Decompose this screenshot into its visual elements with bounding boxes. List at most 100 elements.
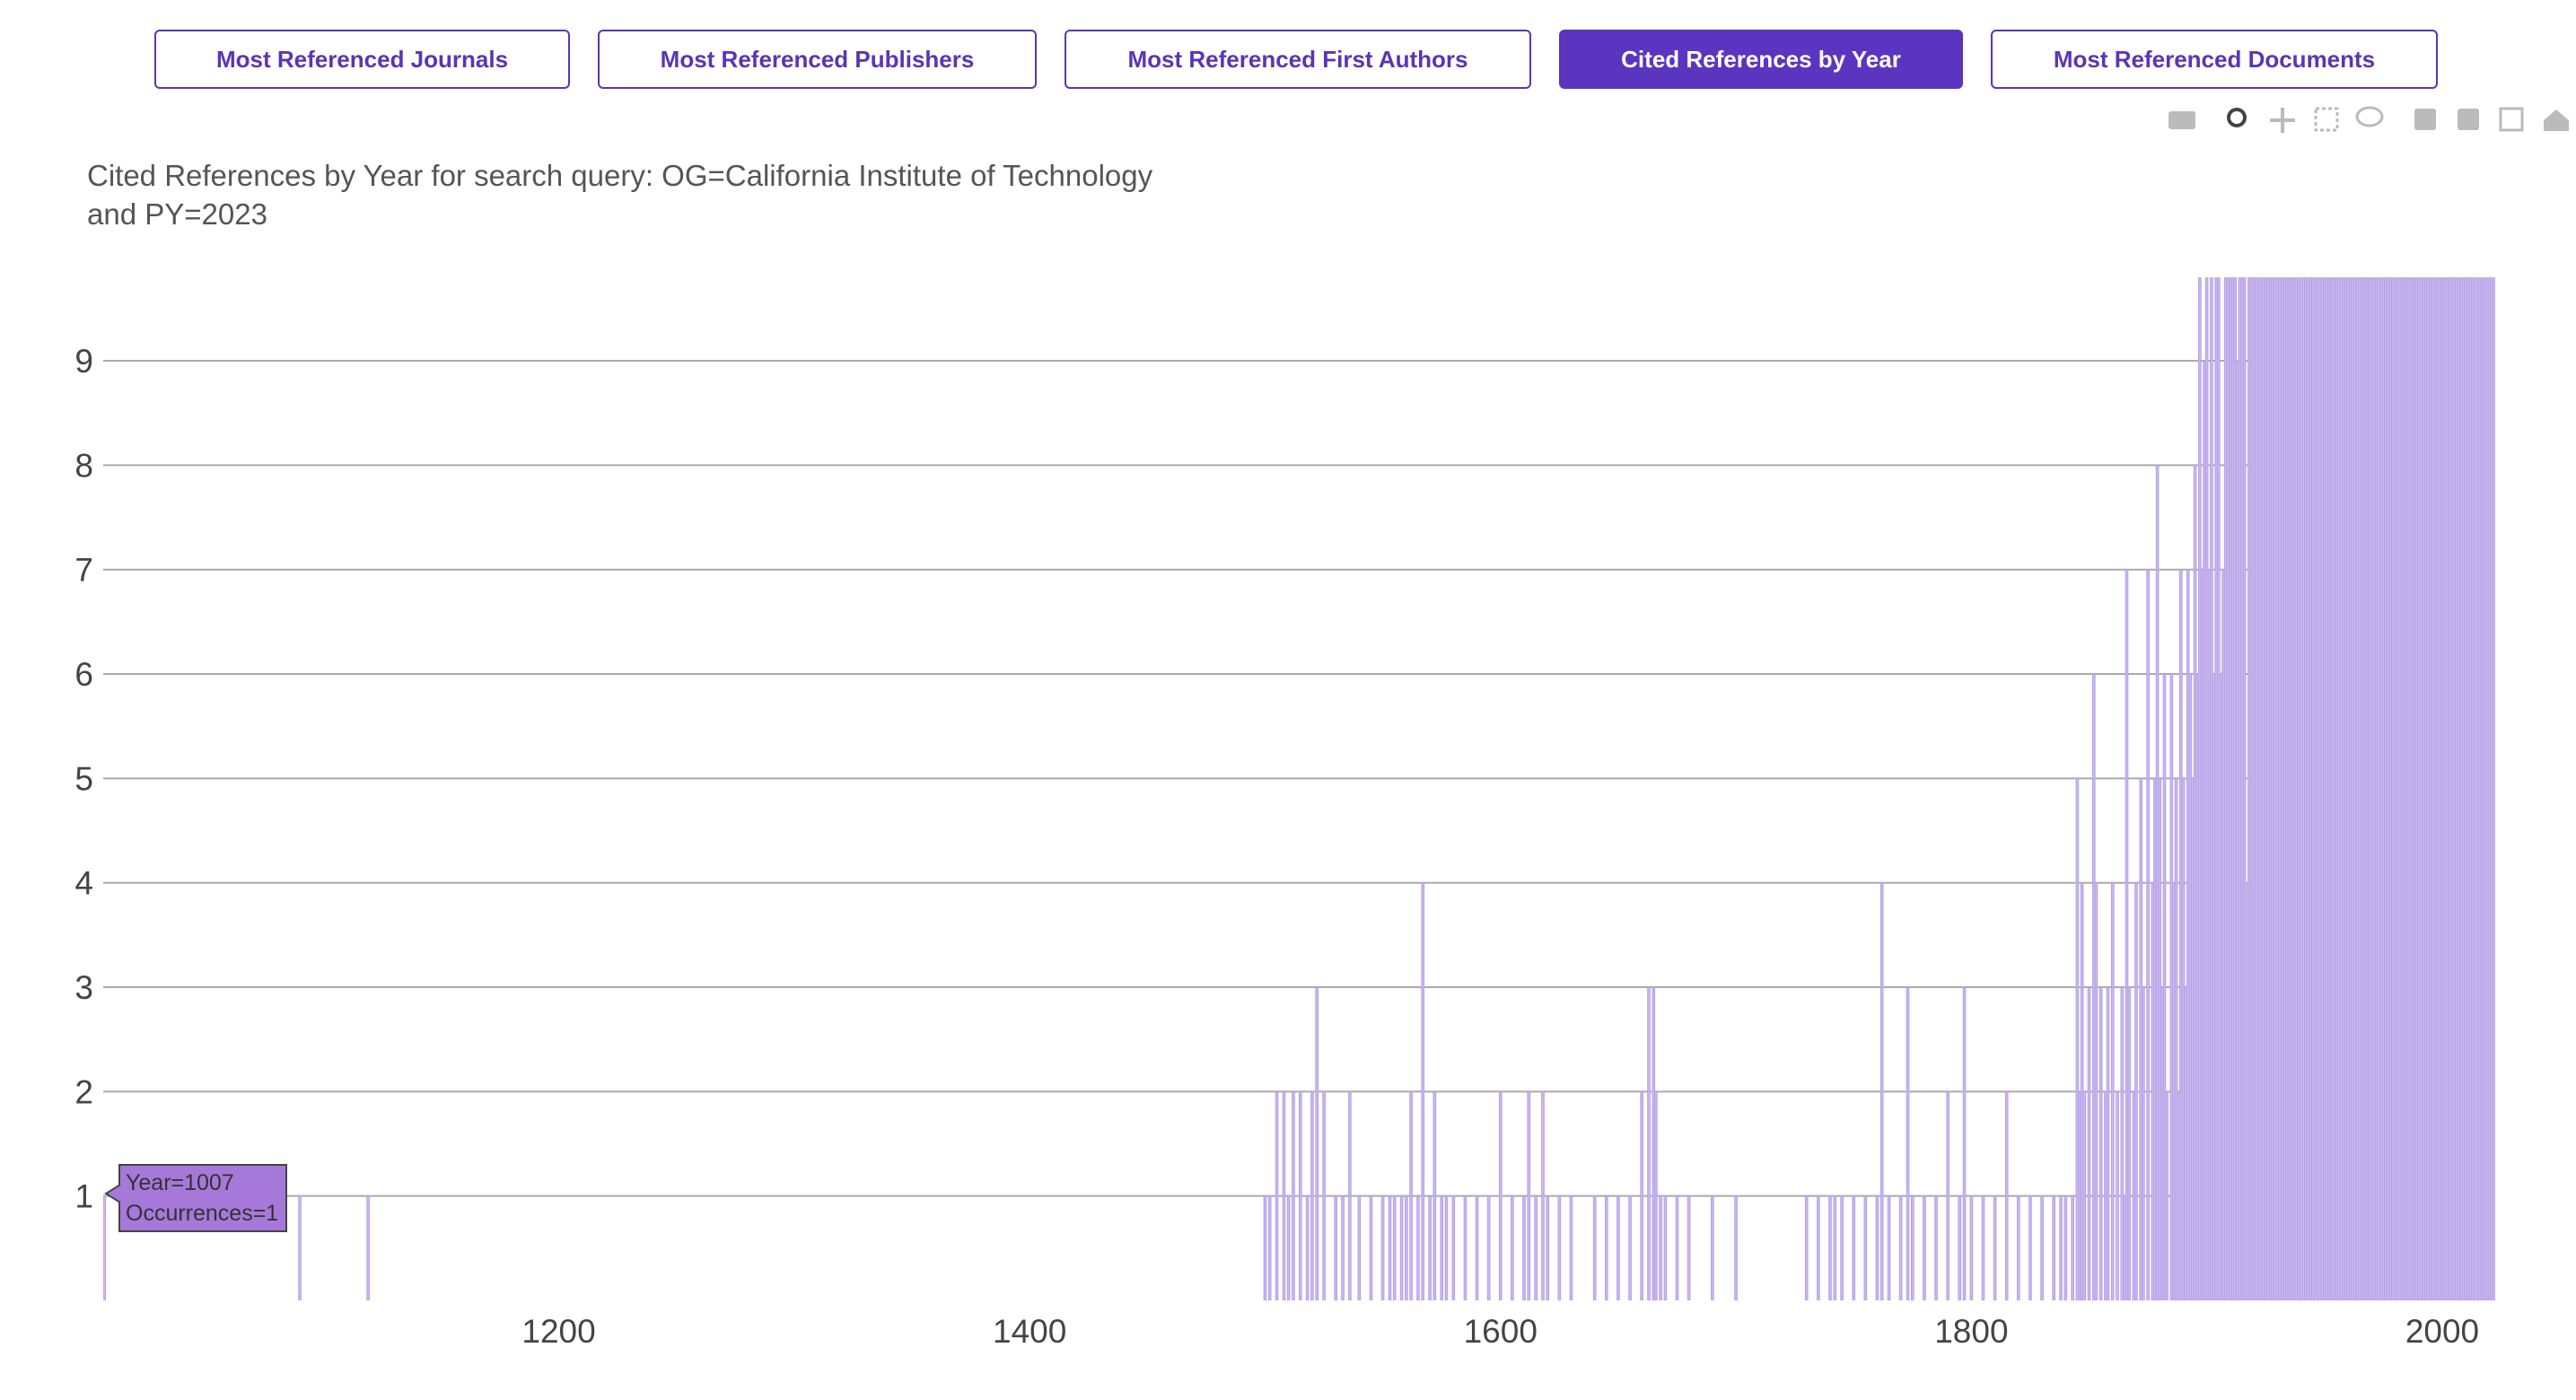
bar: [2414, 277, 2418, 1300]
bar: [2290, 277, 2293, 1300]
tab-button[interactable]: Most Referenced Publishers: [598, 30, 1037, 89]
hover-line: Occurrences=1: [126, 1201, 279, 1226]
bar: [1675, 1195, 1679, 1300]
bar: [2264, 277, 2268, 1300]
bar: [1569, 1195, 1573, 1300]
bar: [1654, 1090, 1658, 1300]
bar: [1428, 1195, 1432, 1300]
bar: [2240, 277, 2244, 1300]
zoom-icon[interactable]: [2227, 108, 2247, 127]
bar: [2438, 277, 2442, 1300]
bar: [2216, 277, 2221, 1300]
bar: [2266, 277, 2270, 1300]
bar: [2120, 986, 2125, 1300]
bar: [2098, 986, 2103, 1300]
bar: [2422, 277, 2425, 1300]
bar: [1833, 1195, 1837, 1300]
bar: [2485, 277, 2489, 1300]
bar: [1475, 1195, 1479, 1300]
bar: [2431, 277, 2435, 1300]
y-tick-label: 9: [74, 343, 93, 380]
bar: [2275, 277, 2280, 1300]
bar: [1734, 1195, 1738, 1300]
bar: [2299, 277, 2303, 1300]
bar: [1546, 1195, 1550, 1300]
bar: [1299, 1090, 1302, 1300]
tab-button[interactable]: Most Referenced First Authors: [1065, 30, 1531, 89]
reset-icon[interactable]: [2544, 109, 2569, 131]
tab-button[interactable]: Cited References by Year: [1559, 30, 1963, 89]
bar: [2379, 277, 2383, 1300]
bar: [1958, 1195, 1962, 1300]
bar: [2110, 882, 2115, 1300]
bar: [103, 1195, 107, 1300]
bar: [1380, 1195, 1385, 1300]
bar: [2448, 277, 2451, 1300]
bar: [2336, 277, 2341, 1300]
bar: [2393, 277, 2397, 1300]
x-tick-label: 1200: [521, 1313, 595, 1350]
bar: [2320, 277, 2325, 1300]
zoom-in-icon[interactable]: [2414, 109, 2436, 130]
tab-button[interactable]: Most Referenced Documents: [1991, 30, 2438, 89]
bar: [1906, 986, 1910, 1300]
bar: [2174, 777, 2178, 1300]
chart-title: Cited References by Year for search quer…: [87, 159, 1153, 231]
lasso-icon[interactable]: [2355, 106, 2384, 127]
bar: [2210, 277, 2213, 1300]
bar: [2316, 277, 2319, 1300]
bar: [2397, 277, 2402, 1300]
bar: [2273, 277, 2277, 1300]
bar: [366, 1195, 370, 1300]
bar: [2059, 1195, 2063, 1300]
bar: [2423, 277, 2428, 1300]
bar: [2372, 277, 2376, 1300]
bar: [1341, 1195, 1345, 1300]
bar: [2492, 277, 2495, 1300]
bar: [2291, 277, 2296, 1300]
bar: [1315, 986, 1319, 1300]
bar: [2487, 277, 2492, 1300]
bar: [1534, 1195, 1538, 1300]
bar: [2365, 277, 2369, 1300]
bar: [2478, 277, 2482, 1300]
bar: [1399, 1195, 1404, 1300]
bar: [1444, 1195, 1449, 1300]
tab-button[interactable]: Most Referenced Journals: [154, 30, 570, 89]
zoom-out-icon[interactable]: [2458, 109, 2479, 130]
bar: [2335, 277, 2338, 1300]
bar: [2475, 277, 2480, 1300]
bar: [1840, 1195, 1844, 1300]
bar: [2313, 277, 2318, 1300]
bar: [2287, 277, 2291, 1300]
bar: [2125, 569, 2129, 1300]
bar: [298, 1195, 302, 1300]
bar: [2278, 277, 2282, 1300]
bar: [2238, 277, 2242, 1300]
hover-label: Year=1007 Occurrences=1: [118, 1164, 287, 1232]
bar: [2017, 1195, 2020, 1300]
y-tick-label: 7: [74, 552, 93, 589]
bar: [1852, 1195, 1856, 1300]
y-tick-label: 1: [74, 1178, 93, 1215]
bar: [2259, 277, 2263, 1300]
bar: [2146, 569, 2150, 1300]
bar: [2483, 277, 2487, 1300]
bar: [2075, 777, 2080, 1300]
bar: [1663, 1195, 1668, 1300]
bar: [2294, 277, 2299, 1300]
bar: [2242, 277, 2247, 1300]
camera-icon[interactable]: [2169, 111, 2195, 129]
select-icon[interactable]: [2314, 107, 2339, 132]
bar: [1334, 1195, 1337, 1300]
bar: [2082, 1090, 2087, 1300]
y-tick-label: 8: [74, 447, 93, 484]
autoscale-icon[interactable]: [2499, 107, 2524, 132]
bar: [2116, 1090, 2119, 1300]
bar: [2052, 1195, 2055, 1300]
pan-icon[interactable]: [2270, 108, 2295, 133]
bar: [1557, 1195, 1562, 1300]
bar: [2416, 277, 2421, 1300]
bar: [1286, 1195, 1291, 1300]
